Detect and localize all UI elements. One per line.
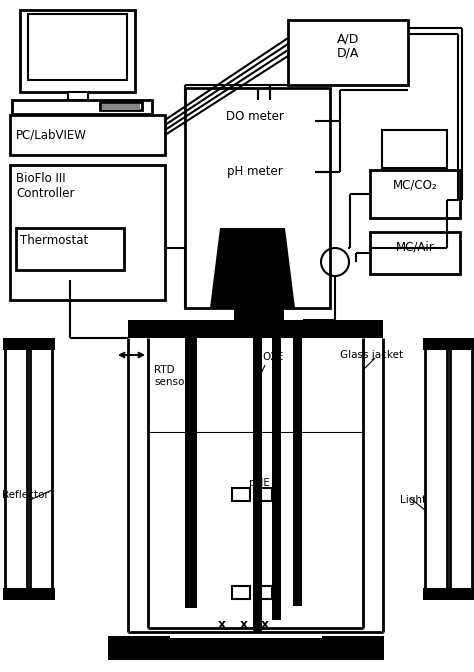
Bar xyxy=(322,636,384,660)
Text: x: x xyxy=(240,618,248,632)
Bar xyxy=(20,10,135,92)
Bar xyxy=(112,638,382,660)
Bar xyxy=(423,588,474,600)
Bar xyxy=(68,92,88,100)
Bar xyxy=(288,20,408,85)
Text: RTD
sensor: RTD sensor xyxy=(154,365,189,386)
Bar xyxy=(12,100,152,114)
Text: x: x xyxy=(218,618,226,632)
Bar xyxy=(234,308,284,320)
Bar xyxy=(10,165,165,300)
Text: x: x xyxy=(261,618,269,632)
Bar xyxy=(16,228,124,270)
Text: MC/Air: MC/Air xyxy=(396,241,434,254)
Bar xyxy=(232,586,250,599)
Bar xyxy=(195,100,315,142)
Bar xyxy=(185,88,330,308)
Text: Light: Light xyxy=(400,495,426,505)
Text: Reflector: Reflector xyxy=(2,490,49,500)
Bar xyxy=(425,345,447,590)
Text: pH meter: pH meter xyxy=(227,165,283,178)
Bar xyxy=(254,586,272,599)
Text: DO meter: DO meter xyxy=(226,110,284,123)
Text: Glass jacket: Glass jacket xyxy=(340,350,403,360)
Bar xyxy=(195,155,315,197)
Bar xyxy=(423,338,474,350)
Bar xyxy=(382,130,447,168)
Text: BioFlo III
Controller: BioFlo III Controller xyxy=(16,172,74,200)
Bar xyxy=(450,345,472,590)
Text: pHE: pHE xyxy=(249,478,270,488)
Text: O2E: O2E xyxy=(262,352,283,362)
Bar xyxy=(102,104,140,110)
Bar xyxy=(232,488,250,501)
Bar xyxy=(128,320,383,338)
Bar xyxy=(272,338,281,620)
Bar xyxy=(254,488,272,501)
Bar xyxy=(3,338,55,350)
Polygon shape xyxy=(210,228,295,308)
Bar xyxy=(293,338,302,606)
Bar xyxy=(10,115,165,155)
Bar xyxy=(5,345,27,590)
Text: A/D
D/A: A/D D/A xyxy=(337,32,359,60)
Bar xyxy=(108,636,170,660)
Bar xyxy=(370,170,460,218)
Text: PC/LabVIEW: PC/LabVIEW xyxy=(16,128,87,141)
Bar xyxy=(185,338,197,608)
Bar xyxy=(28,14,127,80)
Bar xyxy=(3,588,55,600)
Bar xyxy=(253,338,262,633)
Bar xyxy=(370,232,460,274)
Bar xyxy=(100,102,142,110)
Text: Thermostat: Thermostat xyxy=(20,234,88,247)
Bar xyxy=(30,345,52,590)
Text: MC/CO₂: MC/CO₂ xyxy=(392,179,438,192)
